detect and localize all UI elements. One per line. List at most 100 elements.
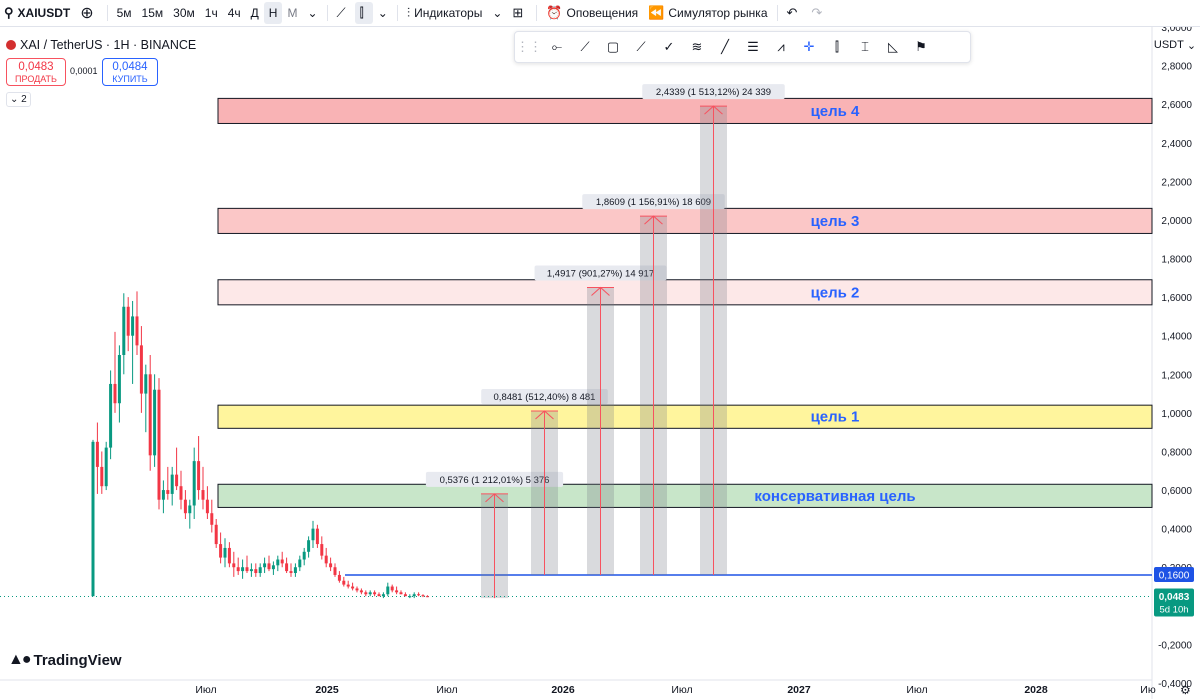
interval-4h[interactable]: 4ч [227, 6, 241, 20]
pitchfork-icon[interactable]: ≋ [691, 39, 703, 54]
redo-button[interactable]: ↷ [806, 0, 831, 26]
interval-month[interactable]: М [287, 6, 298, 20]
undo-button[interactable]: ↶ [782, 0, 807, 26]
measure-label: 0,5376 (1 212,01%) 5 376 [440, 475, 550, 486]
chevron-down-icon: ⌄ [1186, 39, 1197, 52]
candle-body [197, 461, 201, 491]
candle-body [219, 544, 223, 558]
indicator-count: 2 [21, 94, 27, 105]
ray-icon[interactable]: ╱ [721, 39, 729, 54]
candle-body [320, 544, 324, 556]
toolbar-divider [776, 5, 778, 21]
interval-day[interactable]: Д [250, 6, 259, 20]
fib-fan-icon[interactable]: ◺ [888, 39, 898, 54]
interval-5m[interactable]: 5м [116, 6, 132, 20]
trend-line-icon[interactable]: ⟋ [580, 39, 590, 54]
rectangle-icon[interactable]: ▢ [606, 39, 620, 54]
buy-button[interactable]: 0,0484 КУПИТЬ [102, 58, 158, 86]
time-tick-label: Июл [436, 684, 457, 696]
layouts-button[interactable]: ⊞ [507, 0, 532, 26]
candle-body [368, 592, 372, 595]
interval-15m[interactable]: 15м [141, 6, 164, 20]
pattern-icon[interactable]: ⩘ [777, 39, 785, 54]
legend-symbol-text: XAI / TetherUS · 1H · BINANCE [20, 38, 197, 52]
candle-body [403, 594, 407, 597]
long-position-icon[interactable]: ⫿ [834, 39, 840, 54]
candle-body [170, 474, 174, 494]
candle-body [346, 584, 350, 587]
candle-body [175, 474, 179, 487]
candle-body [161, 490, 165, 500]
chart-type-dropdown[interactable]: ⌄ [373, 0, 393, 26]
candle-body [293, 567, 297, 574]
line-chart-icon: ⟋ [336, 5, 346, 20]
sell-button[interactable]: 0,0483 ПРОДАТЬ [6, 58, 66, 86]
price-tick-label: 1,4000 [1161, 332, 1192, 343]
anchor-icon[interactable]: ⚑ [915, 39, 927, 54]
candle-body [333, 567, 337, 575]
candle-body [91, 441, 95, 597]
crosshair-icon[interactable]: ✛ [803, 39, 815, 54]
fib-icon[interactable]: ☰ [747, 39, 759, 54]
current-price-text: 0,0483 [1159, 592, 1190, 603]
target-zone [217, 279, 1153, 306]
candle-body [355, 588, 359, 591]
candle-body [113, 383, 117, 404]
alerts-button[interactable]: ⏰ Оповещения [541, 0, 643, 26]
candle-body [399, 592, 403, 595]
indicators-icon: ⫶ [406, 5, 411, 20]
drag-handle-icon[interactable]: ⋮⋮ [516, 39, 542, 54]
measure-label-bg [642, 84, 785, 100]
candles-button[interactable]: ⫿ [354, 2, 373, 24]
currency-selector[interactable]: USDT ⌄ [1152, 35, 1198, 55]
settings-gear-icon[interactable]: ⚙ [1180, 683, 1191, 697]
measure-label-bg [481, 388, 608, 404]
interval-dropdown[interactable]: ⌄ [302, 0, 322, 26]
candle-body [179, 486, 183, 500]
candle-body [254, 569, 258, 574]
line-chart-button[interactable]: ⟋ [332, 0, 355, 26]
interval-1h[interactable]: 1ч [204, 6, 218, 20]
candle-body [95, 441, 99, 467]
candle-body [412, 594, 416, 597]
candle-body [236, 567, 240, 572]
target-zone [217, 483, 1153, 508]
sell-label: ПРОДАТЬ [15, 74, 57, 84]
compare-button[interactable]: ⊕ [75, 0, 102, 26]
price-tick-label: 2,6000 [1161, 100, 1192, 111]
indicators-dropdown[interactable]: ⌄ [487, 0, 507, 26]
candle-body [377, 594, 381, 597]
symbol-search-button[interactable]: ⚲ XAIUSDT [0, 0, 75, 26]
candle-body [232, 563, 236, 568]
indicators-toggle[interactable]: ⌄ 2 [6, 92, 31, 107]
toolbar-divider [536, 5, 538, 21]
brush-icon[interactable]: ✓ [663, 39, 675, 54]
target-zone [217, 97, 1153, 124]
replay-button[interactable]: ⏪ Симулятор рынка [643, 0, 772, 26]
interval-week[interactable]: Н [263, 2, 283, 24]
candle-body [126, 306, 130, 336]
candle-body [100, 466, 104, 487]
symbol-name: XAIUSDT [17, 6, 71, 20]
candle-body [342, 580, 346, 585]
horizontal-ray-icon[interactable]: ⟜ [551, 39, 563, 54]
time-tick-label: 2027 [787, 684, 811, 696]
candle-body [166, 490, 170, 494]
alerts-label: Оповещения [566, 6, 639, 20]
price-tick-label: 0,4000 [1161, 525, 1192, 536]
chart-legend-title[interactable]: XAI / TetherUS · 1H · BINANCE [6, 38, 196, 52]
candle-body [157, 389, 161, 500]
price-tick-label: 0,6000 [1161, 486, 1192, 497]
indicators-label: Индикаторы [414, 6, 483, 20]
price-tick-label: 3,0000 [1161, 23, 1192, 34]
interval-30m[interactable]: 30м [173, 6, 195, 20]
indicators-button[interactable]: ⫶ Индикаторы [402, 0, 487, 26]
path-icon[interactable]: ⟋ [636, 39, 646, 54]
candle-body [245, 567, 249, 572]
price-tick-label: 1,2000 [1161, 370, 1192, 381]
tradingview-logo[interactable]: ▲● TradingView [8, 651, 122, 669]
candle-body [223, 547, 227, 558]
zone-label: цель 2 [811, 284, 860, 301]
price-range-icon[interactable]: ⌶ [861, 39, 869, 54]
